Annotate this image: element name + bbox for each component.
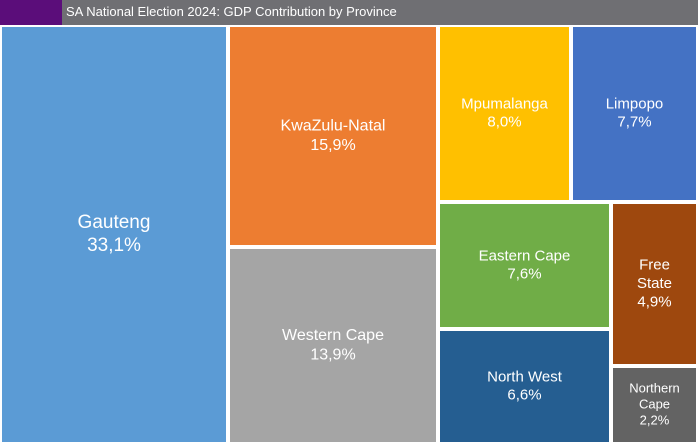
treemap-cell-limpopo: Limpopo 7,7% [571,25,698,202]
value-label-mpumalanga: 8,0% [487,114,521,131]
treemap-rect-north-west [438,329,611,444]
value-label-limpopo: 7,7% [617,114,651,131]
treemap-cell-eastern-cape: Eastern Cape 7,6% [438,202,611,329]
value-label-western-cape: 13,9% [310,346,355,363]
category-label-free-state: State [637,275,672,292]
value-label-northern-cape: 2,2% [640,412,670,427]
treemap-cell-western-cape: Western Cape 13,9% [228,247,438,444]
category-label-limpopo: Limpopo [606,95,664,112]
value-label-north-west: 6,6% [507,387,541,404]
value-label-eastern-cape: 7,6% [507,266,541,283]
category-label-western-cape: Western Cape [282,327,384,344]
category-label-mpumalanga: Mpumalanga [461,95,548,112]
treemap-rect-gauteng [0,25,228,444]
treemap-cell-kwazulu-natal: KwaZulu-Natal 15,9% [228,25,438,247]
value-label-gauteng: 33,1% [87,235,141,256]
value-label-free-state: 4,9% [637,293,671,310]
category-label-kwazulu-natal: KwaZulu-Natal [281,117,386,134]
treemap-rect-mpumalanga [438,25,571,202]
category-label-free-state: Free [639,257,670,274]
chart-title-bar: SA National Election 2024: GDP Contribut… [0,0,698,25]
category-label-eastern-cape: Eastern Cape [479,247,571,264]
treemap-cell-north-west: North West 6,6% [438,329,611,444]
chart-title: SA National Election 2024: GDP Contribut… [66,4,397,19]
treemap-rect-free-state [611,202,698,366]
treemap-rect-limpopo [571,25,698,202]
value-label-kwazulu-natal: 15,9% [310,137,355,154]
treemap-cell-mpumalanga: Mpumalanga 8,0% [438,25,571,202]
category-label-gauteng: Gauteng [78,212,151,233]
treemap-rect-eastern-cape [438,202,611,329]
treemap-rect-western-cape [228,247,438,444]
category-label-northern-cape: Northern [629,381,680,396]
treemap-rect-northern-cape [611,366,698,444]
title-accent-swatch [0,0,62,25]
category-label-northern-cape: Cape [639,396,670,411]
category-label-north-west: North West [487,368,563,385]
treemap-rect-kwazulu-natal [228,25,438,247]
